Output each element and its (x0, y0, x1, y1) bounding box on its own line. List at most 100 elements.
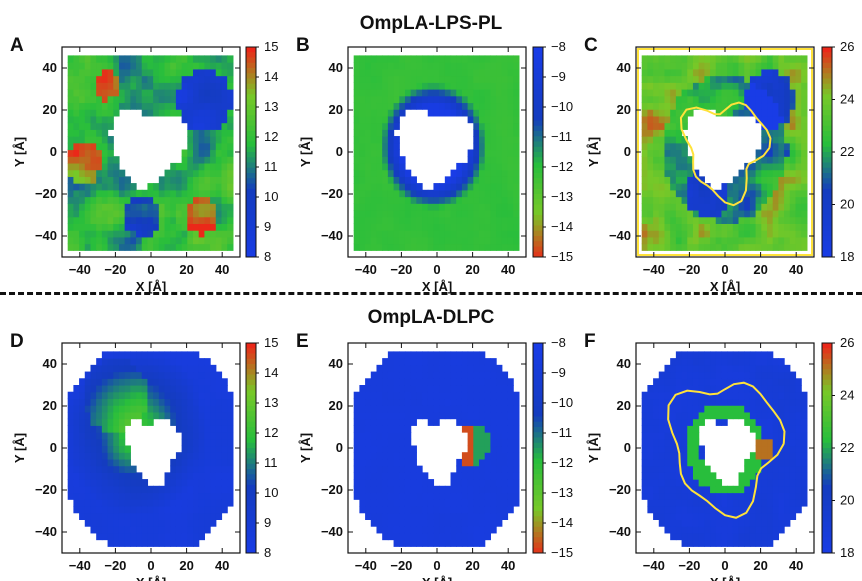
heatmap-cell (141, 398, 149, 406)
heatmap-cell (704, 465, 711, 473)
heatmap-cell (692, 358, 700, 366)
heatmap-cell (187, 95, 194, 104)
heatmap-cell (365, 189, 372, 198)
heatmap-cell (193, 189, 200, 198)
heatmap-cell (113, 458, 120, 467)
heatmap-cell (376, 156, 383, 164)
heatmap-cell (801, 223, 808, 231)
colorbar-swatch (246, 157, 256, 163)
heatmap-cell (359, 115, 366, 124)
heatmap-cell (484, 519, 491, 527)
heatmap-cell (204, 142, 211, 151)
heatmap-cell (404, 391, 412, 400)
colorbar-swatch (533, 125, 543, 132)
heatmap-cell (136, 385, 143, 393)
heatmap-cell (124, 492, 131, 500)
heatmap-cell (675, 425, 683, 433)
heatmap-cell (715, 418, 723, 426)
heatmap-cell (79, 162, 86, 171)
heatmap-cell (507, 425, 514, 433)
heatmap-cell (73, 505, 80, 514)
heatmap-cell (433, 55, 440, 63)
heatmap-cell (507, 209, 514, 218)
heatmap-cell (353, 189, 360, 198)
heatmap-cell (721, 109, 728, 117)
heatmap-cell (675, 149, 683, 157)
heatmap-cell (141, 196, 149, 204)
heatmap-cell (450, 89, 457, 97)
heatmap-cell (73, 445, 80, 453)
heatmap-cell (433, 512, 440, 520)
heatmap-cell (507, 452, 514, 460)
heatmap-cell (198, 55, 205, 63)
heatmap-cell (84, 425, 92, 433)
heatmap-cell (107, 364, 114, 373)
heatmap-cell (744, 68, 751, 77)
heatmap-cell (170, 512, 177, 520)
heatmap-cell (193, 109, 200, 117)
heatmap-cell (687, 169, 694, 177)
heatmap-cell (382, 526, 389, 534)
heatmap-cell (204, 405, 211, 413)
heatmap-cell (382, 169, 389, 177)
heatmap-cell (404, 485, 412, 494)
heatmap-cell (507, 405, 514, 413)
heatmap-cell (641, 472, 648, 480)
heatmap-cell (359, 398, 366, 406)
heatmap-cell (698, 499, 705, 507)
heatmap-cell (399, 452, 406, 460)
colorbar-swatch (246, 395, 256, 402)
heatmap-cell (107, 411, 114, 420)
heatmap-cell (221, 458, 228, 467)
heatmap-cell (410, 203, 417, 211)
heatmap-cell (210, 425, 217, 433)
heatmap-cell (427, 55, 435, 63)
heatmap-cell (496, 230, 503, 238)
heatmap-cell (658, 115, 666, 124)
heatmap-cell (136, 223, 143, 231)
heatmap-cell (479, 418, 486, 426)
heatmap-cell (193, 405, 200, 413)
heatmap-cell (181, 236, 188, 245)
heatmap-cell (136, 539, 143, 547)
colorbar-swatch (533, 225, 543, 232)
heatmap-cell (439, 62, 446, 70)
heatmap-cell (370, 445, 378, 453)
heatmap-cell (130, 68, 137, 77)
heatmap-cell (658, 68, 666, 77)
heatmap-cell (136, 526, 143, 534)
heatmap-cell (761, 526, 768, 534)
heatmap-cell (410, 351, 417, 359)
heatmap-cell (761, 532, 768, 541)
heatmap-cell (404, 458, 412, 467)
heatmap-cell (427, 519, 435, 527)
heatmap-cell (670, 203, 677, 211)
heatmap-cell (433, 485, 440, 494)
heatmap-cell (710, 364, 717, 373)
heatmap-cell (193, 472, 200, 480)
heatmap-cell (393, 102, 400, 110)
heatmap-cell (761, 418, 768, 426)
heatmap-cell (681, 526, 688, 534)
heatmap-cell (101, 102, 109, 110)
heatmap-cell (227, 129, 234, 137)
heatmap-cell (84, 203, 92, 211)
heatmap-cell (456, 162, 463, 171)
heatmap-cell (215, 485, 223, 494)
heatmap-cell (653, 216, 660, 224)
heatmap-cell (359, 405, 366, 413)
heatmap-cell (164, 378, 171, 386)
heatmap-cell (456, 62, 463, 70)
heatmap-cell (507, 89, 514, 97)
heatmap-cell (221, 62, 228, 70)
heatmap-cell (210, 492, 217, 500)
heatmap-cell (158, 371, 166, 379)
heatmap-cell (658, 512, 666, 520)
heatmap-cell (801, 75, 808, 83)
heatmap-cell (749, 519, 757, 527)
colorbar-swatch (533, 236, 543, 242)
heatmap-cell (647, 505, 654, 514)
heatmap-cell (382, 68, 389, 77)
heatmap-cell (141, 492, 149, 500)
heatmap-cell (175, 452, 183, 460)
